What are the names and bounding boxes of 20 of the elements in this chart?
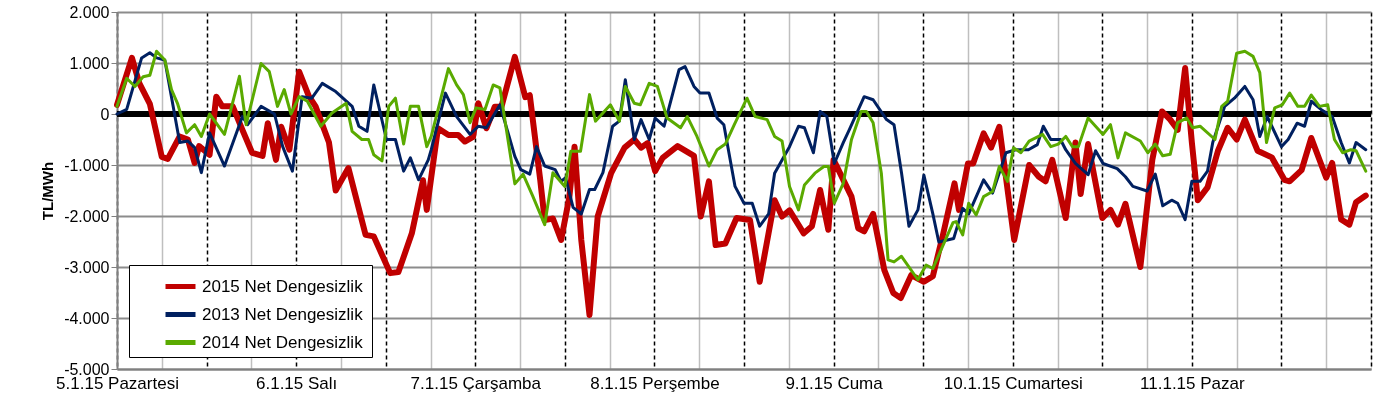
line-series	[115, 51, 1368, 244]
x-tick-label: 9.1.15 Cuma	[785, 373, 884, 393]
y-tick-label: -2.000	[64, 207, 110, 225]
y-tick-label: -5.000	[64, 360, 110, 378]
x-tick-label: 6.1.15 Salı	[256, 373, 338, 393]
x-tick-label: 7.1.15 Çarşamba	[410, 373, 542, 393]
y-tick-label: 1.000	[69, 54, 110, 72]
y-tick-label: -1.000	[64, 156, 110, 174]
y-tick-label: 0	[100, 105, 110, 123]
x-tick-label: 8.1.15 Perşembe	[590, 373, 720, 393]
y-tick-label: -4.000	[64, 309, 110, 327]
y-axis-title: TL/MWh	[39, 161, 57, 221]
line-series	[115, 49, 1368, 282]
legend-label: 2013 Net Dengesizlik	[202, 304, 364, 324]
x-tick-label: 10.1.15 Cumartesi	[943, 373, 1083, 393]
y-tick-label: 2.000	[69, 3, 110, 21]
legend-label: 2014 Net Dengesizlik	[202, 332, 364, 352]
legend-label: 2015 Net Dengesizlik	[202, 276, 364, 296]
x-tick-label: 11.1.15 Pazar	[1140, 373, 1245, 393]
y-tick-label: -3.000	[64, 258, 110, 276]
